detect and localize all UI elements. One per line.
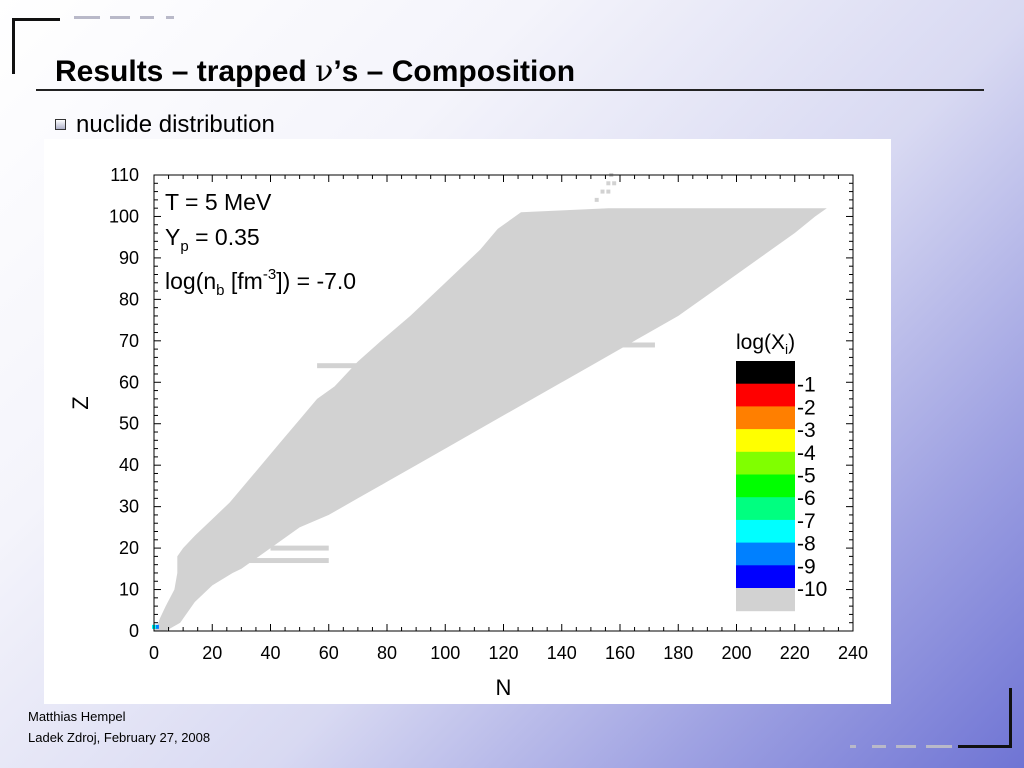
slide-frame-corner-bottom-right	[1009, 688, 1012, 748]
x-tick-label: 200	[721, 643, 751, 663]
light-nucleus-cell	[154, 624, 159, 629]
nuclide-chart: 0 20 40 60 80 100 120 140 160 180 200 220 240 0 10 20 30…	[68, 165, 868, 700]
annotation-temperature: T = 5 MeV	[165, 189, 272, 215]
slide-frame-dash	[74, 16, 100, 19]
x-tick-label: 220	[780, 643, 810, 663]
slide-frame-corner-top-left-bar	[12, 18, 60, 21]
colorbar-title: log(Xi)	[736, 331, 795, 357]
y-tick-label: 90	[119, 248, 139, 268]
colorbar-tick-label: -2	[797, 396, 816, 419]
slide-title: Results – trapped ν’s – Composition	[55, 54, 575, 89]
axes-layer: 0 20 40 60 80 100 120 140 160 180 200 220 240 0 10 20 30…	[109, 165, 868, 663]
isolated-nuclide-cell	[594, 197, 599, 202]
nuclide-region	[154, 208, 827, 631]
colorbar-bin	[736, 429, 795, 453]
bullet-square-icon	[55, 119, 66, 130]
y-tick-label: 110	[110, 165, 139, 185]
y-tick-label: 100	[109, 206, 139, 226]
x-tick-label: 160	[605, 643, 635, 663]
title-underline	[36, 89, 984, 91]
slide-frame-dash	[140, 16, 154, 19]
y-tick-label: 80	[119, 289, 139, 309]
colorbar-bin	[736, 497, 795, 521]
x-axis-label: N	[496, 675, 512, 700]
colorbar-tick-label: -6	[797, 487, 816, 510]
slide-frame-corner-bottom-right-bar	[958, 745, 1012, 748]
colorbar-bin	[736, 383, 795, 407]
isolated-nuclide-cell	[606, 181, 611, 186]
nuclide-stripe	[241, 558, 329, 564]
colorbar: -1-2-3-4-5-6-7-8-9-10	[736, 361, 827, 612]
x-tick-label: 120	[488, 643, 518, 663]
colorbar-bin	[736, 588, 795, 612]
isolated-nuclide-cell	[606, 189, 611, 194]
colorbar-bin	[736, 361, 795, 385]
isolated-nuclide-cell	[600, 189, 605, 194]
colorbar-tick-label: -4	[797, 442, 816, 465]
colorbar-tick-label: -8	[797, 533, 816, 556]
colorbar-bin	[736, 519, 795, 544]
nuclide-stripe	[590, 342, 655, 348]
x-tick-label: 40	[260, 643, 280, 663]
nuclide-chart-panel: 0 20 40 60 80 100 120 140 160 180 200 220 240 0 10 20 30…	[44, 139, 891, 704]
condition-annotations: T = 5 MeV Yp = 0.35 log(nb [fm-3]) = -7.…	[165, 189, 356, 299]
x-tick-label: 140	[547, 643, 577, 663]
annotation-proton-fraction: Yp = 0.35	[165, 224, 260, 255]
colorbar-bin	[736, 451, 795, 475]
colorbar-bin	[736, 565, 795, 589]
isolated-nuclide-cell	[612, 181, 617, 186]
y-tick-label: 50	[119, 414, 139, 434]
x-tick-label: 80	[377, 643, 397, 663]
slide-frame-dash	[896, 745, 916, 748]
nuclide-region-layer	[152, 173, 827, 631]
annotation-baryon-density: log(nb [fm-3]) = -7.0	[165, 266, 356, 299]
footer-author: Matthias Hempel	[28, 709, 126, 724]
colorbar-tick-label: -7	[797, 510, 816, 533]
colorbar-bin	[736, 406, 795, 430]
x-tick-label: 20	[202, 643, 222, 663]
bullet-text: nuclide distribution	[76, 111, 275, 138]
x-tick-label: 240	[838, 643, 868, 663]
y-tick-label: 0	[129, 621, 139, 641]
slide-frame-dash	[166, 16, 174, 19]
colorbar-bin	[736, 474, 795, 498]
colorbar-tick-label: -3	[797, 419, 816, 442]
y-tick-label: 70	[119, 331, 139, 351]
x-tick-label: 60	[319, 643, 339, 663]
slide-frame-dash	[110, 16, 130, 19]
nu-symbol: ν	[315, 54, 334, 89]
slide-title-suffix: ’s – Composition	[333, 55, 576, 88]
colorbar-tick-label: -1	[797, 374, 816, 397]
y-tick-label: 30	[119, 497, 139, 517]
x-tick-label: 180	[663, 643, 693, 663]
nuclide-stripe	[317, 363, 387, 369]
colorbar-bin	[736, 542, 795, 566]
y-tick-label: 60	[119, 372, 139, 392]
slide-frame-dash	[872, 745, 886, 748]
colorbar-tick-label: -9	[797, 555, 816, 578]
y-tick-label: 40	[119, 455, 139, 475]
nuclide-stripe	[590, 338, 620, 344]
colorbar-tick-label: -10	[797, 578, 827, 601]
x-tick-label: 0	[149, 643, 159, 663]
colorbar-tick-label: -5	[797, 465, 816, 488]
y-tick-label: 10	[119, 580, 139, 600]
slide-title-prefix: Results – trapped	[55, 55, 316, 88]
footer-event: Ladek Zdroj, February 27, 2008	[28, 730, 211, 745]
slide-frame-corner-top-left	[12, 18, 15, 74]
nuclide-stripe	[270, 545, 329, 551]
y-tick-label: 20	[119, 538, 139, 558]
x-tick-label: 100	[430, 643, 460, 663]
y-axis-label: Z	[68, 396, 93, 409]
slide-frame-dash	[850, 745, 856, 748]
slide-frame-dash	[926, 745, 952, 748]
